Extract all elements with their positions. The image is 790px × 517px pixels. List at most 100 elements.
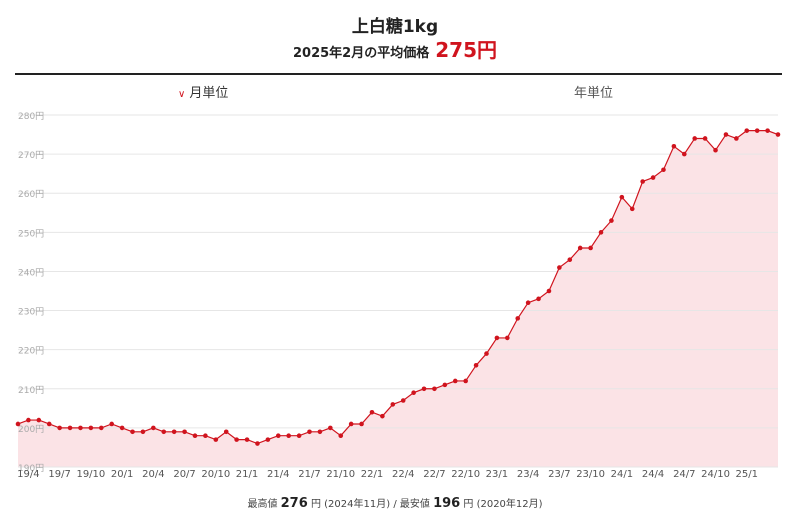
- data-point: [494, 335, 500, 341]
- data-point: [182, 429, 187, 435]
- x-tick-label: 21/10: [326, 469, 355, 480]
- x-tick-label: 21/1: [236, 469, 258, 480]
- min-value: 196: [433, 496, 461, 511]
- data-point: [400, 398, 406, 403]
- area-fill: [18, 130, 778, 467]
- x-tick-label: 19/7: [48, 469, 70, 480]
- data-point: [36, 417, 42, 423]
- data-point: [671, 143, 677, 149]
- data-point: [286, 433, 291, 439]
- data-point: [213, 437, 219, 442]
- data-point: [192, 433, 198, 439]
- min-label: 最安値: [399, 499, 430, 510]
- y-tick-label: 280円: [18, 111, 44, 122]
- data-point: [442, 382, 448, 388]
- data-point: [619, 194, 625, 200]
- x-tick-label: 23/4: [517, 469, 539, 480]
- data-point: [598, 230, 604, 235]
- data-point: [682, 151, 687, 157]
- data-point: [463, 378, 468, 384]
- data-point: [317, 429, 323, 435]
- x-tick-label: 23/1: [486, 469, 508, 480]
- data-point: [567, 257, 573, 263]
- average-price-value: 275円: [435, 38, 497, 62]
- data-point: [140, 429, 146, 435]
- data-point: [348, 421, 354, 427]
- data-point: [338, 433, 344, 439]
- x-tick-label: 21/4: [267, 469, 289, 480]
- data-point: [78, 425, 83, 431]
- x-tick-label: 20/10: [201, 469, 230, 480]
- data-point: [557, 265, 562, 270]
- tab-monthly[interactable]: ∨ 月単位: [178, 82, 228, 101]
- tab-yearly[interactable]: 年単位: [574, 82, 613, 101]
- data-point: [421, 386, 427, 392]
- max-label: 最高値: [247, 499, 278, 510]
- x-tick-label: 24/4: [642, 469, 664, 480]
- data-point: [359, 421, 364, 427]
- data-point: [765, 128, 770, 133]
- chevron-down-icon: ∨: [178, 89, 186, 100]
- x-tick-label: 23/7: [548, 469, 570, 480]
- summary-separator: /: [393, 499, 397, 510]
- data-point: [88, 425, 94, 431]
- data-point: [296, 433, 302, 439]
- page-title: 上白糖1kg: [351, 17, 439, 37]
- data-point: [98, 425, 104, 431]
- data-point: [661, 167, 666, 173]
- x-tick-label: 19/10: [76, 469, 105, 480]
- data-point: [328, 425, 333, 431]
- data-point: [46, 421, 52, 427]
- data-point: [473, 363, 479, 368]
- x-tick-label: 22/10: [451, 469, 480, 480]
- data-point: [650, 175, 656, 180]
- data-point: [265, 437, 271, 442]
- y-tick-label: 190円: [18, 463, 44, 474]
- data-point: [515, 316, 521, 321]
- y-tick-label: 250円: [18, 228, 44, 239]
- data-point: [505, 335, 510, 341]
- data-point: [640, 179, 645, 184]
- data-point: [275, 433, 281, 439]
- max-date: 円 (2024年11月): [310, 499, 391, 510]
- data-point: [390, 402, 396, 407]
- max-value: 276: [280, 496, 308, 511]
- x-tick-label: 22/7: [423, 469, 445, 480]
- x-tick-label: 24/1: [611, 469, 633, 480]
- data-point: [525, 300, 531, 306]
- data-point: [255, 441, 260, 446]
- average-price-line: 2025年2月の平均価格 275円: [0, 34, 790, 63]
- y-tick-label: 220円: [18, 346, 44, 357]
- average-price-label: 2025年2月の平均価格: [293, 46, 430, 61]
- x-tick-label: 22/1: [361, 469, 383, 480]
- data-point: [26, 417, 31, 423]
- data-point: [171, 429, 177, 435]
- data-point: [234, 437, 239, 442]
- data-point: [161, 429, 167, 435]
- data-point: [307, 429, 312, 435]
- data-point: [57, 425, 62, 431]
- data-point: [744, 128, 750, 133]
- data-point: [223, 429, 229, 435]
- data-point: [109, 421, 114, 427]
- data-point: [244, 437, 250, 442]
- data-point: [203, 433, 208, 439]
- data-point: [432, 386, 437, 392]
- tab-yearly-label: 年単位: [574, 86, 614, 101]
- data-point: [119, 425, 125, 431]
- y-tick-label: 200円: [18, 424, 44, 435]
- data-point: [536, 296, 541, 302]
- data-point: [629, 206, 635, 212]
- x-tick-label: 24/7: [673, 469, 695, 480]
- data-point: [380, 413, 385, 419]
- price-summary: 最高値 276 円 (2024年11月) / 最安値 196 円 (2020年1…: [0, 495, 790, 511]
- x-tick-label: 19/4: [17, 469, 39, 480]
- data-point: [754, 128, 760, 133]
- data-point: [411, 390, 416, 395]
- y-tick-label: 240円: [18, 267, 44, 278]
- data-point: [67, 425, 73, 431]
- data-point: [577, 245, 583, 251]
- data-point: [713, 147, 718, 153]
- x-tick-label: 22/4: [392, 469, 414, 480]
- data-point: [151, 425, 156, 431]
